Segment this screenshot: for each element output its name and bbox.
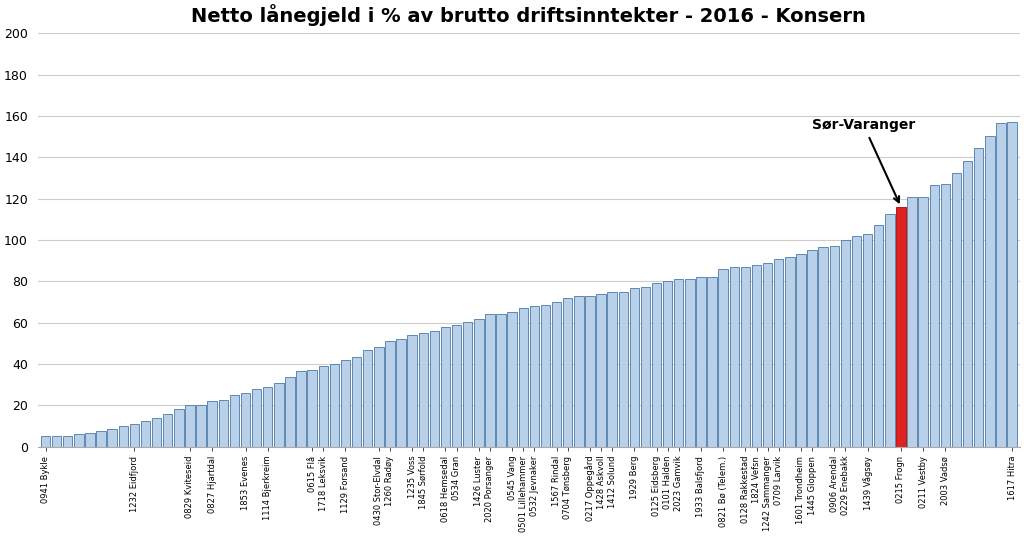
Bar xyxy=(1008,122,1017,446)
Bar xyxy=(485,315,495,446)
Bar xyxy=(896,207,905,446)
Bar xyxy=(452,325,461,446)
Bar xyxy=(740,267,751,446)
Bar xyxy=(951,173,962,446)
Bar xyxy=(963,161,973,446)
Bar xyxy=(408,335,417,446)
Bar xyxy=(974,148,983,446)
Bar xyxy=(185,405,195,446)
Bar xyxy=(552,302,561,446)
Bar xyxy=(607,292,616,446)
Bar xyxy=(585,296,595,446)
Bar xyxy=(463,322,472,446)
Bar xyxy=(96,431,105,446)
Bar xyxy=(85,433,94,446)
Bar xyxy=(296,371,306,446)
Bar xyxy=(785,257,795,446)
Bar xyxy=(396,339,406,446)
Bar xyxy=(596,294,606,446)
Bar xyxy=(130,424,139,446)
Bar xyxy=(841,240,850,446)
Bar xyxy=(807,250,817,446)
Bar xyxy=(930,185,939,446)
Bar xyxy=(907,197,916,446)
Bar xyxy=(330,364,339,446)
Bar xyxy=(497,314,506,446)
Bar xyxy=(197,405,206,446)
Bar xyxy=(663,281,673,446)
Bar xyxy=(174,410,183,446)
Bar xyxy=(362,350,373,446)
Bar xyxy=(41,436,50,446)
Bar xyxy=(774,258,783,446)
Bar xyxy=(763,263,772,446)
Bar xyxy=(241,393,250,446)
Bar xyxy=(696,277,706,446)
Bar xyxy=(574,296,584,446)
Bar xyxy=(430,331,439,446)
Bar xyxy=(885,214,895,446)
Bar xyxy=(996,123,1006,446)
Bar xyxy=(508,312,517,446)
Bar xyxy=(52,436,61,446)
Bar xyxy=(474,318,483,446)
Bar xyxy=(818,247,828,446)
Bar xyxy=(529,306,539,446)
Bar xyxy=(719,269,728,446)
Bar xyxy=(829,246,839,446)
Bar xyxy=(730,267,739,446)
Bar xyxy=(641,287,650,446)
Bar xyxy=(274,383,284,446)
Bar xyxy=(218,400,228,446)
Bar xyxy=(341,360,350,446)
Bar xyxy=(985,136,994,446)
Bar xyxy=(252,389,261,446)
Bar xyxy=(208,401,217,446)
Bar xyxy=(307,370,316,446)
Bar xyxy=(852,236,861,446)
Bar xyxy=(352,357,361,446)
Bar xyxy=(685,279,694,446)
Bar xyxy=(440,327,451,446)
Bar xyxy=(108,429,117,446)
Bar xyxy=(563,298,572,446)
Title: Netto lånegjeld i % av brutto driftsinntekter - 2016 - Konsern: Netto lånegjeld i % av brutto driftsinnt… xyxy=(191,4,866,26)
Bar xyxy=(119,426,128,446)
Text: Sør-Varanger: Sør-Varanger xyxy=(812,118,915,202)
Bar xyxy=(630,287,639,446)
Bar xyxy=(229,394,240,446)
Bar xyxy=(286,377,295,446)
Bar xyxy=(152,418,162,446)
Bar xyxy=(263,387,272,446)
Bar xyxy=(419,333,428,446)
Bar xyxy=(863,234,872,446)
Bar xyxy=(674,279,683,446)
Bar xyxy=(874,225,884,446)
Bar xyxy=(752,265,761,446)
Bar xyxy=(941,184,950,446)
Bar xyxy=(919,197,928,446)
Bar xyxy=(541,305,550,446)
Bar xyxy=(374,347,384,446)
Bar xyxy=(518,308,528,446)
Bar xyxy=(652,284,662,446)
Bar xyxy=(74,435,84,446)
Bar xyxy=(708,277,717,446)
Bar xyxy=(63,436,73,446)
Bar xyxy=(141,421,151,446)
Bar xyxy=(797,255,806,446)
Bar xyxy=(163,414,172,446)
Bar xyxy=(618,292,628,446)
Bar xyxy=(318,366,328,446)
Bar xyxy=(385,341,394,446)
